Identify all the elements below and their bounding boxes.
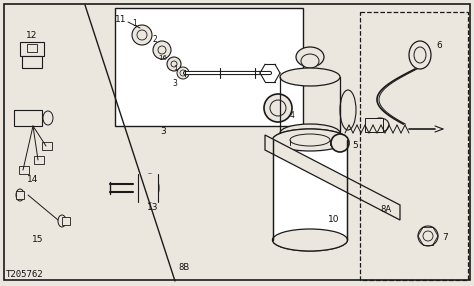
Text: 1: 1 [133,19,137,29]
Text: 3: 3 [173,78,177,88]
Bar [27,44,37,52]
Ellipse shape [290,134,330,146]
Ellipse shape [280,68,340,86]
Circle shape [423,231,433,241]
Text: 7: 7 [442,233,448,243]
Text: 13: 13 [147,204,159,212]
Ellipse shape [273,229,347,251]
Circle shape [132,25,152,45]
Circle shape [153,41,171,59]
Bar [42,142,52,150]
Text: 12: 12 [27,31,38,41]
Text: 8B: 8B [178,263,189,271]
Bar [20,42,44,56]
Bar [360,12,468,280]
Text: T205762: T205762 [6,270,44,279]
Circle shape [270,100,286,116]
Polygon shape [265,135,400,220]
Text: 10: 10 [328,215,339,225]
Ellipse shape [141,174,159,202]
Bar [115,8,303,126]
Ellipse shape [371,118,389,132]
Text: 8A: 8A [380,206,391,214]
Text: 3: 3 [160,128,166,136]
Circle shape [331,134,349,152]
Ellipse shape [340,90,356,130]
Ellipse shape [301,54,319,68]
Circle shape [418,226,438,246]
Circle shape [171,61,177,67]
Bar [16,191,24,199]
Ellipse shape [273,229,347,251]
Bar [138,174,158,202]
Text: 2: 2 [153,35,157,45]
Ellipse shape [273,129,347,151]
Bar [62,217,70,225]
Bar [22,56,42,68]
Ellipse shape [280,124,340,142]
Bar [365,118,383,132]
Circle shape [264,94,292,122]
Text: 16: 16 [158,55,167,61]
Text: 11: 11 [115,15,127,25]
Ellipse shape [58,215,66,227]
Bar [273,140,347,240]
Bar [34,156,44,164]
Text: 4: 4 [290,112,295,120]
Ellipse shape [43,111,53,125]
Ellipse shape [414,47,426,63]
Bar [19,166,29,174]
Circle shape [180,70,186,76]
Ellipse shape [273,129,347,151]
Text: 5: 5 [352,142,358,150]
Text: 6: 6 [436,41,442,49]
Ellipse shape [16,189,24,201]
Bar [14,110,42,126]
Ellipse shape [409,41,431,69]
Circle shape [167,57,181,71]
Circle shape [177,67,189,79]
Ellipse shape [290,134,330,146]
Circle shape [137,30,147,40]
Ellipse shape [296,47,324,67]
Text: 1: 1 [173,65,177,71]
Text: 14: 14 [27,176,39,184]
Text: 15: 15 [32,235,44,245]
Circle shape [158,46,166,54]
